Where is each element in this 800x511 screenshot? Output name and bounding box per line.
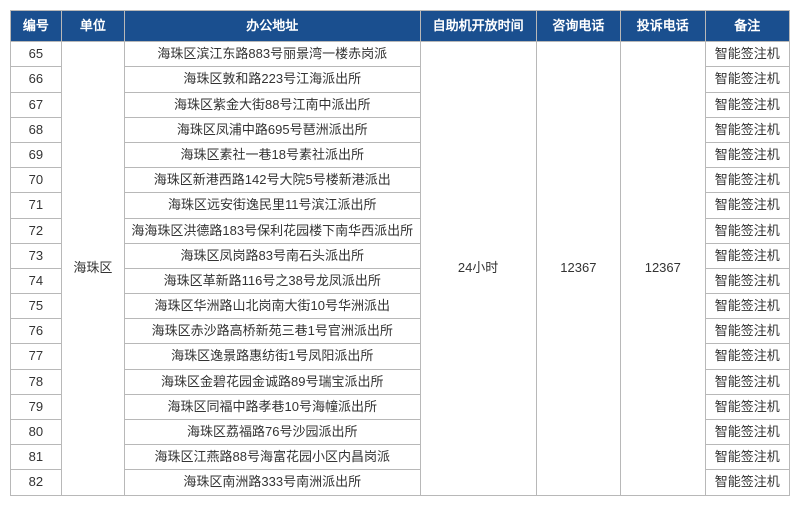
cell-note: 智能签注机 — [705, 168, 789, 193]
col-header-tel: 咨询电话 — [536, 11, 620, 42]
cell-note: 智能签注机 — [705, 268, 789, 293]
cell-address: 海珠区滨江东路883号丽景湾一楼赤岗派 — [124, 42, 420, 67]
cell-note: 智能签注机 — [705, 420, 789, 445]
cell-note: 智能签注机 — [705, 319, 789, 344]
cell-unit: 海珠区 — [61, 42, 124, 495]
col-header-open-time: 自助机开放时间 — [420, 11, 536, 42]
cell-note: 智能签注机 — [705, 344, 789, 369]
cell-address: 海珠区江燕路88号海富花园小区内昌岗派 — [124, 445, 420, 470]
col-header-unit: 单位 — [61, 11, 124, 42]
cell-id: 77 — [11, 344, 62, 369]
cell-note: 智能签注机 — [705, 470, 789, 495]
cell-address: 海珠区新港西路142号大院5号楼新港派出 — [124, 168, 420, 193]
cell-note: 智能签注机 — [705, 142, 789, 167]
cell-address: 海珠区远安街逸民里11号滨江派出所 — [124, 193, 420, 218]
cell-note: 智能签注机 — [705, 294, 789, 319]
cell-address: 海珠区同福中路孝巷10号海幢派出所 — [124, 394, 420, 419]
cell-open-time: 24小时 — [420, 42, 536, 495]
cell-note: 智能签注机 — [705, 117, 789, 142]
cell-address: 海珠区革新路116号之38号龙凤派出所 — [124, 268, 420, 293]
cell-id: 79 — [11, 394, 62, 419]
cell-id: 69 — [11, 142, 62, 167]
cell-address: 海珠区荔福路76号沙园派出所 — [124, 420, 420, 445]
cell-id: 73 — [11, 243, 62, 268]
cell-tel: 12367 — [536, 42, 620, 495]
cell-address: 海珠区南洲路333号南洲派出所 — [124, 470, 420, 495]
cell-id: 66 — [11, 67, 62, 92]
cell-id: 72 — [11, 218, 62, 243]
cell-id: 78 — [11, 369, 62, 394]
station-table: 编号 单位 办公地址 自助机开放时间 咨询电话 投诉电话 备注 65海珠区海珠区… — [10, 10, 790, 496]
cell-address: 海珠区逸景路惠纺街1号凤阳派出所 — [124, 344, 420, 369]
cell-address: 海珠区金碧花园金诚路89号瑞宝派出所 — [124, 369, 420, 394]
cell-id: 71 — [11, 193, 62, 218]
cell-id: 65 — [11, 42, 62, 67]
cell-note: 智能签注机 — [705, 445, 789, 470]
cell-address: 海海珠区洪德路183号保利花园楼下南华西派出所 — [124, 218, 420, 243]
table-row: 65海珠区海珠区滨江东路883号丽景湾一楼赤岗派24小时1236712367智能… — [11, 42, 790, 67]
cell-id: 68 — [11, 117, 62, 142]
cell-note: 智能签注机 — [705, 42, 789, 67]
cell-note: 智能签注机 — [705, 67, 789, 92]
cell-id: 80 — [11, 420, 62, 445]
cell-address: 海珠区素社一巷18号素社派出所 — [124, 142, 420, 167]
cell-note: 智能签注机 — [705, 243, 789, 268]
cell-address: 海珠区赤沙路高桥新苑三巷1号官洲派出所 — [124, 319, 420, 344]
table-body: 65海珠区海珠区滨江东路883号丽景湾一楼赤岗派24小时1236712367智能… — [11, 42, 790, 495]
cell-id: 74 — [11, 268, 62, 293]
cell-id: 75 — [11, 294, 62, 319]
cell-id: 67 — [11, 92, 62, 117]
col-header-complaint: 投诉电话 — [621, 11, 705, 42]
col-header-address: 办公地址 — [124, 11, 420, 42]
cell-note: 智能签注机 — [705, 369, 789, 394]
cell-note: 智能签注机 — [705, 218, 789, 243]
cell-address: 海珠区紫金大街88号江南中派出所 — [124, 92, 420, 117]
cell-address: 海珠区凤浦中路695号琶洲派出所 — [124, 117, 420, 142]
col-header-id: 编号 — [11, 11, 62, 42]
cell-address: 海珠区华洲路山北岗南大街10号华洲派出 — [124, 294, 420, 319]
cell-id: 82 — [11, 470, 62, 495]
col-header-note: 备注 — [705, 11, 789, 42]
cell-note: 智能签注机 — [705, 394, 789, 419]
cell-note: 智能签注机 — [705, 92, 789, 117]
cell-id: 70 — [11, 168, 62, 193]
cell-address: 海珠区凤岗路83号南石头派出所 — [124, 243, 420, 268]
cell-note: 智能签注机 — [705, 193, 789, 218]
cell-complaint: 12367 — [621, 42, 705, 495]
cell-address: 海珠区敦和路223号江海派出所 — [124, 67, 420, 92]
table-header-row: 编号 单位 办公地址 自助机开放时间 咨询电话 投诉电话 备注 — [11, 11, 790, 42]
cell-id: 76 — [11, 319, 62, 344]
cell-id: 81 — [11, 445, 62, 470]
